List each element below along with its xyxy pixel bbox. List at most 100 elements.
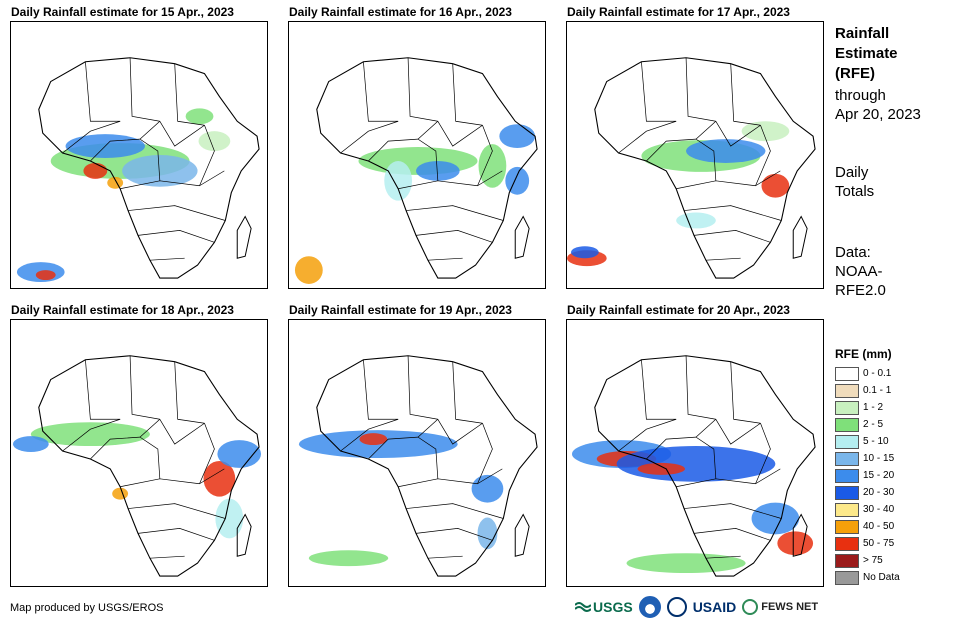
africa-map <box>571 355 816 577</box>
country-border <box>149 555 185 559</box>
country-border <box>693 230 771 243</box>
noaa-logo-icon <box>638 596 661 618</box>
title-line: Estimate <box>835 45 898 62</box>
daily-line: Daily <box>835 164 869 181</box>
country-border <box>477 125 493 186</box>
daily-line: Totals <box>835 183 875 200</box>
rainfall-area <box>359 433 388 446</box>
panel-title-4: Daily Rainfall estimate for 18 Apr., 202… <box>11 303 234 317</box>
country-border <box>477 468 503 485</box>
legend-swatch <box>835 553 859 568</box>
country-border <box>129 355 160 420</box>
rainfall-map-15-apr <box>10 21 268 289</box>
country-border <box>85 61 121 122</box>
madagascar-outline <box>792 513 808 557</box>
country-border <box>452 361 483 424</box>
country-border <box>427 257 463 261</box>
country-border <box>618 418 677 452</box>
legend-label: 2 - 5 <box>863 419 884 430</box>
legend-label: 0.1 - 1 <box>863 385 892 396</box>
africa-coastline <box>38 355 260 577</box>
legend-title: RFE (mm) <box>835 347 892 361</box>
through-line: through <box>835 87 886 104</box>
legend-swatch <box>835 485 859 500</box>
legend-swatch <box>835 366 859 381</box>
country-border <box>159 121 205 147</box>
rainfall-map-17-apr <box>566 21 824 289</box>
usgs-logo-text: USGS <box>593 599 633 615</box>
legend-row: 1 - 2 <box>835 399 907 416</box>
rainfall-area <box>308 550 389 567</box>
rainfall-map-20-apr <box>566 319 824 587</box>
country-border <box>139 121 161 140</box>
legend-row: No Data <box>835 569 907 586</box>
country-border <box>139 436 161 479</box>
country-border <box>646 138 697 162</box>
through-date: through Apr 20, 2023 <box>835 86 921 124</box>
legend-swatch <box>835 536 859 551</box>
title-line: (RFE) <box>835 65 875 82</box>
rainfall-area <box>112 487 129 500</box>
rainfall-area <box>686 139 766 163</box>
rainfall-area <box>676 212 716 229</box>
country-border <box>676 180 756 190</box>
africa-coastline <box>594 355 816 577</box>
country-border <box>477 423 493 484</box>
map-credit: Map produced by USGS/EROS <box>10 602 164 614</box>
through-line: Apr 20, 2023 <box>835 106 921 123</box>
legend-row: 10 - 15 <box>835 450 907 467</box>
rainfall-area <box>35 270 56 281</box>
rainfall-area <box>416 160 460 181</box>
rainfall-layer <box>294 124 536 284</box>
country-border <box>398 478 478 488</box>
country-border <box>174 63 205 126</box>
legend-label: 40 - 50 <box>863 521 895 532</box>
legend-row: 20 - 30 <box>835 484 907 501</box>
country-border <box>128 503 226 519</box>
country-border <box>129 57 160 122</box>
legend-row: 5 - 10 <box>835 433 907 450</box>
legend-row: 0.1 - 1 <box>835 382 907 399</box>
rainfall-area <box>30 422 150 447</box>
rainfall-map-18-apr <box>10 319 268 587</box>
rainfall-area <box>637 462 686 475</box>
country-border <box>695 436 717 479</box>
country-border <box>398 180 478 190</box>
legend-label: 30 - 40 <box>863 504 895 515</box>
legend-row: > 75 <box>835 552 907 569</box>
legend-row: 30 - 40 <box>835 501 907 518</box>
rainfall-map-19-apr <box>288 319 546 587</box>
country-border <box>128 205 226 221</box>
rainfall-area <box>471 474 504 503</box>
usaid-logo: USAID <box>692 599 737 615</box>
africa-coastline <box>594 57 816 279</box>
rainfall-area <box>626 553 746 574</box>
panel-title-1: Daily Rainfall estimate for 15 Apr., 202… <box>11 5 234 19</box>
country-border <box>417 436 439 479</box>
country-border <box>368 436 419 460</box>
country-border <box>646 436 697 460</box>
country-border <box>685 57 716 122</box>
rainfall-area <box>777 531 814 556</box>
legend-label: > 75 <box>863 555 883 566</box>
country-border <box>715 419 761 445</box>
legend-row: 15 - 20 <box>835 467 907 484</box>
africa-coastline <box>316 57 538 279</box>
country-border <box>705 257 741 261</box>
country-border <box>174 361 205 424</box>
country-border <box>755 170 781 187</box>
usgs-wave-icon <box>575 602 591 612</box>
country-border <box>199 423 215 484</box>
country-border <box>695 138 717 181</box>
legend-swatch <box>835 502 859 517</box>
country-border <box>452 63 483 126</box>
legend-swatch <box>835 400 859 415</box>
madagascar-outline <box>514 215 530 259</box>
africa-map <box>294 57 538 284</box>
africa-coastline <box>316 355 538 577</box>
rainfall-map-16-apr <box>288 21 546 289</box>
rainfall-layer <box>298 430 504 567</box>
rainfall-area <box>215 498 244 539</box>
country-border <box>62 120 121 154</box>
legend-swatch <box>835 451 859 466</box>
